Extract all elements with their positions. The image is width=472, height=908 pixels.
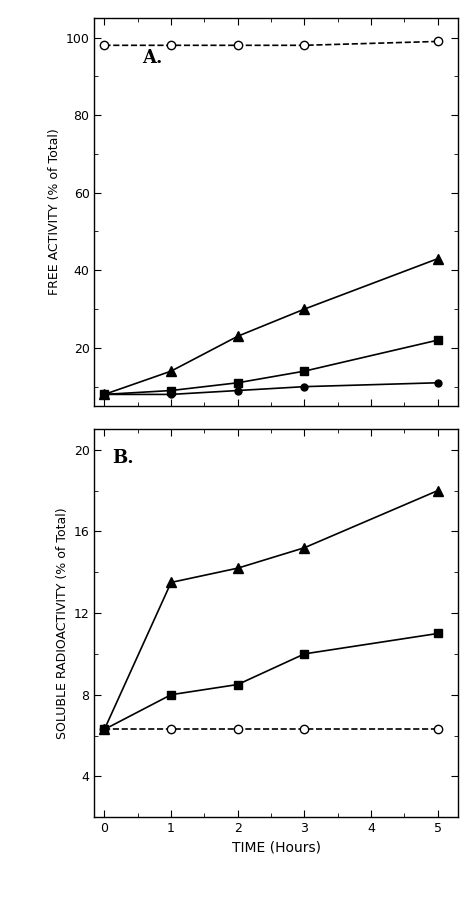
Text: A.: A. xyxy=(142,49,162,67)
X-axis label: TIME (Hours): TIME (Hours) xyxy=(232,841,320,854)
Text: B.: B. xyxy=(113,449,134,467)
Y-axis label: FREE ACTIVITY (% of Total): FREE ACTIVITY (% of Total) xyxy=(49,129,61,295)
Y-axis label: SOLUBLE RADIOACTIVITY (% of Total): SOLUBLE RADIOACTIVITY (% of Total) xyxy=(57,508,69,739)
